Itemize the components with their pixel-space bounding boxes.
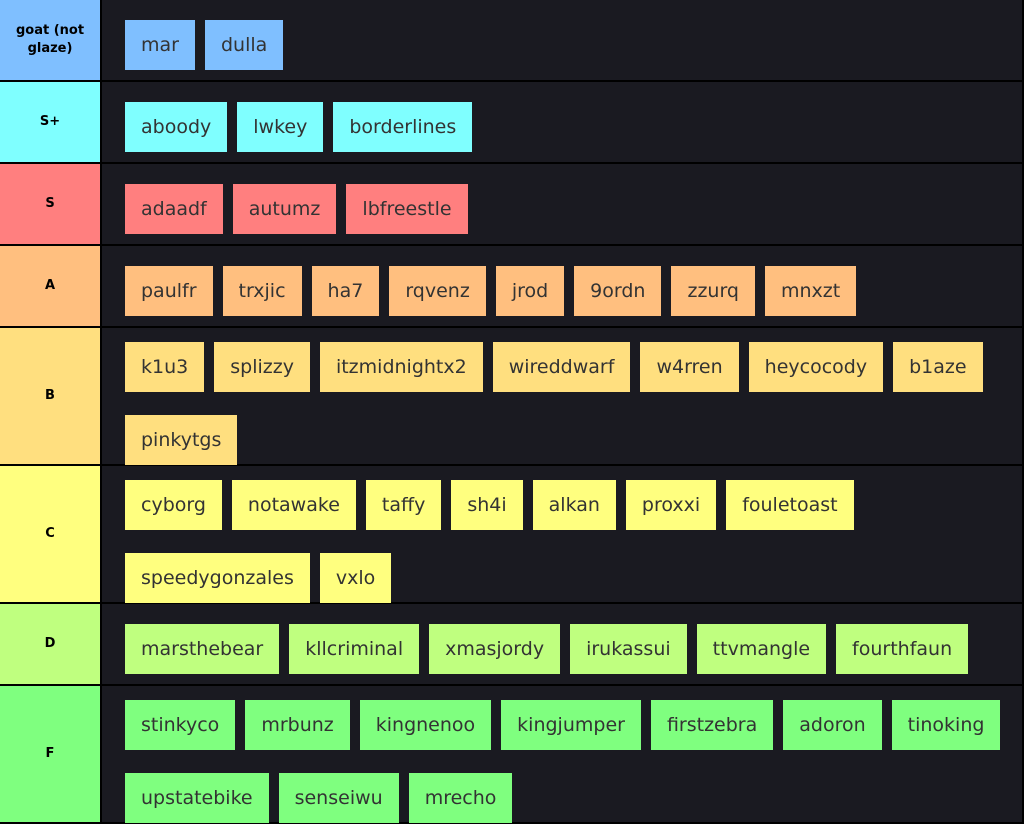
tier-item[interactable]: marsthebear: [125, 624, 280, 674]
tier-item[interactable]: dulla: [204, 20, 284, 70]
tier-label[interactable]: C: [0, 466, 100, 602]
tier-items: k1u3 splizzy itzmidnightx2 wireddwarf w4rren…: [102, 328, 1022, 465]
tier-item[interactable]: tinoking: [891, 700, 1001, 750]
tier-item[interactable]: notawake: [231, 480, 356, 530]
tier-item[interactable]: ha7: [311, 266, 380, 316]
tier-label[interactable]: goat (not glaze): [0, 0, 100, 80]
tier-item[interactable]: aboody: [125, 102, 228, 152]
tier-items: paulfr trxjic ha7 rqvenz jrod 9ordn zzurq mnxzt: [102, 246, 1022, 326]
tier-item[interactable]: adaadf: [125, 184, 223, 234]
tier-label[interactable]: B: [0, 328, 100, 464]
tier-label[interactable]: S+: [0, 82, 100, 162]
tier-item[interactable]: fouletoast: [726, 480, 854, 530]
tier-item[interactable]: wireddwarf: [492, 342, 631, 392]
tier-label[interactable]: F: [0, 686, 100, 822]
tier-item[interactable]: adoron: [783, 700, 882, 750]
tier-item[interactable]: lbfreestle: [346, 184, 468, 234]
tier-label[interactable]: D: [0, 604, 100, 684]
tier-item[interactable]: taffy: [365, 480, 442, 530]
tier-item[interactable]: k1u3: [125, 342, 205, 392]
tier-item[interactable]: mnxzt: [765, 266, 857, 316]
tier-item[interactable]: jrod: [495, 266, 565, 316]
tier-item[interactable]: ttvmangle: [696, 624, 827, 674]
tier-item[interactable]: sh4i: [451, 480, 523, 530]
tier-items: stinkyco mrbunz kingnenoo kingjumper firstze…: [102, 686, 1022, 823]
tier-items: aboody lwkey borderlines: [102, 82, 1022, 162]
tier-item[interactable]: fourthfaun: [836, 624, 969, 674]
tier-item[interactable]: stinkyco: [125, 700, 236, 750]
tier-items: cyborg notawake taffy sh4i alkan proxxi foulet…: [102, 466, 1022, 603]
tier-item[interactable]: speedygonzales: [125, 553, 310, 603]
tier-label[interactable]: S: [0, 164, 100, 244]
tier-item[interactable]: mrecho: [408, 773, 513, 823]
tier-item[interactable]: borderlines: [333, 102, 473, 152]
tier-item[interactable]: rqvenz: [389, 266, 486, 316]
tier-item[interactable]: b1aze: [893, 342, 983, 392]
tier-item[interactable]: heycocody: [748, 342, 884, 392]
tier-item[interactable]: mrbunz: [245, 700, 350, 750]
tier-item[interactable]: autumz: [232, 184, 337, 234]
tier-item[interactable]: lwkey: [237, 102, 324, 152]
tier-item[interactable]: splizzy: [214, 342, 310, 392]
tier-item[interactable]: irukassui: [570, 624, 687, 674]
tier-label[interactable]: A: [0, 246, 100, 326]
tier-item[interactable]: kingjumper: [501, 700, 641, 750]
tier-item[interactable]: proxxi: [625, 480, 717, 530]
tier-item[interactable]: paulfr: [125, 266, 213, 316]
tier-item[interactable]: vxlo: [319, 553, 392, 603]
tier-item[interactable]: firstzebra: [650, 700, 774, 750]
tier-item[interactable]: pinkytgs: [125, 415, 238, 465]
tier-item[interactable]: cyborg: [125, 480, 222, 530]
tier-item[interactable]: mar: [125, 20, 195, 70]
tier-items: marsthebear kllcriminal xmasjordy irukassui…: [102, 604, 1022, 684]
tier-items: adaadf autumz lbfreestle: [102, 164, 1022, 244]
tier-row: S+ aboody lwkey borderlines: [0, 82, 1022, 164]
tier-items: mar dulla: [102, 0, 1022, 80]
tier-item[interactable]: alkan: [532, 480, 616, 530]
tier-item[interactable]: kllcriminal: [289, 624, 420, 674]
tier-item[interactable]: itzmidnightx2: [319, 342, 483, 392]
tier-item[interactable]: senseiwu: [278, 773, 399, 823]
tier-item[interactable]: zzurq: [671, 266, 755, 316]
tier-item[interactable]: trxjic: [222, 266, 302, 316]
tier-item[interactable]: 9ordn: [574, 266, 662, 316]
tier-row: goat (not glaze) mar dulla: [0, 0, 1022, 82]
tier-item[interactable]: w4rren: [640, 342, 739, 392]
tier-item[interactable]: xmasjordy: [429, 624, 561, 674]
tier-item[interactable]: upstatebike: [125, 773, 269, 823]
tier-item[interactable]: kingnenoo: [359, 700, 492, 750]
